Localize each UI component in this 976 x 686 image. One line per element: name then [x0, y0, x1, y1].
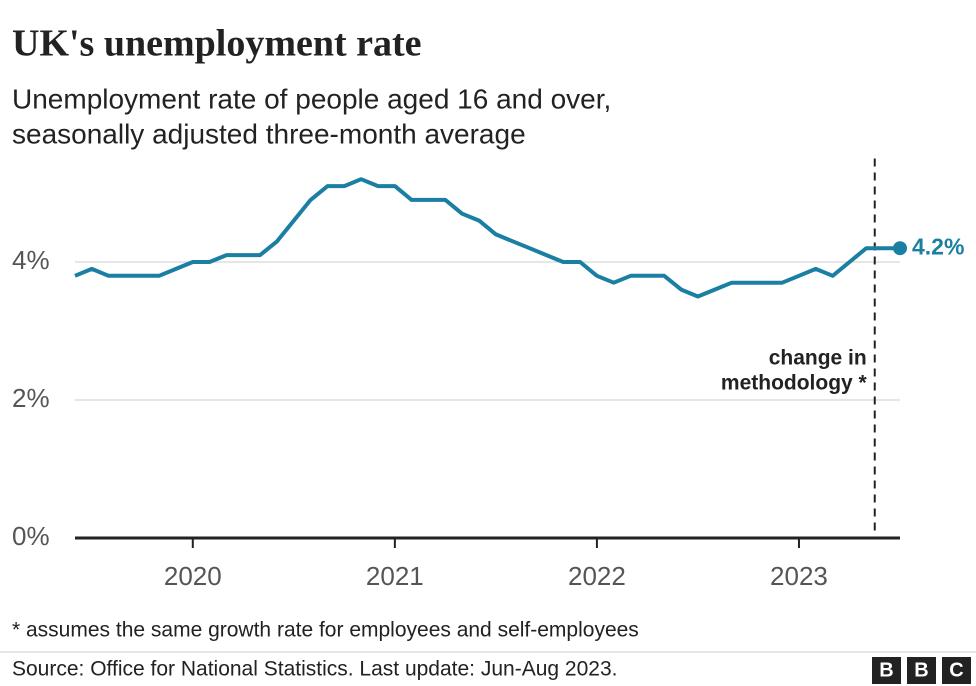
- chart-subtitle: seasonally adjusted three-month average: [12, 118, 526, 149]
- source: Source: Office for National Statistics. …: [12, 658, 617, 681]
- logo-box: [872, 657, 901, 684]
- end-point: [893, 241, 907, 256]
- footnote: * assumes the same growth rate for emplo…: [12, 619, 639, 642]
- chart-subtitle: Unemployment rate of people aged 16 and …: [12, 83, 611, 114]
- x-tick-label: 2021: [366, 561, 424, 591]
- chart-title: UK's unemployment rate: [12, 23, 422, 65]
- logo-box: [942, 657, 971, 684]
- x-tick-label: 2022: [568, 561, 626, 591]
- x-tick-label: 2023: [770, 561, 828, 591]
- logo-letter: B: [879, 659, 893, 681]
- annotation-text: change in: [769, 347, 867, 370]
- logo-letter: B: [914, 659, 928, 681]
- y-tick-label: 2%: [12, 383, 50, 413]
- annotation-text: methodology *: [721, 372, 868, 395]
- logo-box: [907, 657, 936, 684]
- y-tick-label: 0%: [12, 521, 50, 551]
- value-label: 4.2%: [912, 233, 964, 259]
- data-line: [74, 177, 900, 299]
- y-tick-label: 4%: [12, 245, 50, 275]
- logo-letter: C: [949, 659, 963, 681]
- x-tick-label: 2020: [164, 561, 222, 591]
